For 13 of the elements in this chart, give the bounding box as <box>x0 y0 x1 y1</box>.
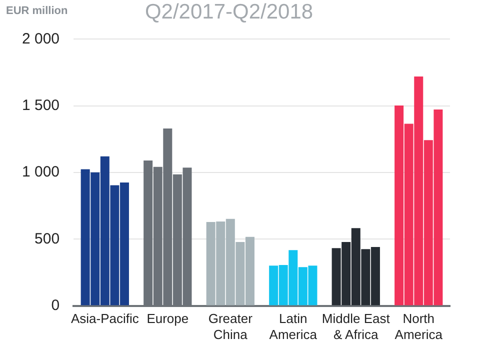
x-tick-label: Middle East & Africa <box>322 311 390 342</box>
x-tick-label: Greater China <box>208 311 254 342</box>
y-tick-label: 500 <box>34 230 60 248</box>
y-tick-label: 2 000 <box>22 30 60 48</box>
x-tick-label: North America <box>394 311 444 342</box>
x-tick-label: Latin America <box>269 311 318 342</box>
x-tick-label: Asia-Pacific <box>70 311 140 326</box>
y-axis-title: EUR million <box>6 5 68 17</box>
y-tick-label: 0 <box>51 296 60 314</box>
y-tick-label: 1 500 <box>22 96 60 114</box>
chart-title: Q2/2017-Q2/2018 <box>144 0 314 24</box>
y-tick-label: 1 000 <box>22 164 60 181</box>
x-tick-label: Europe <box>146 311 189 326</box>
